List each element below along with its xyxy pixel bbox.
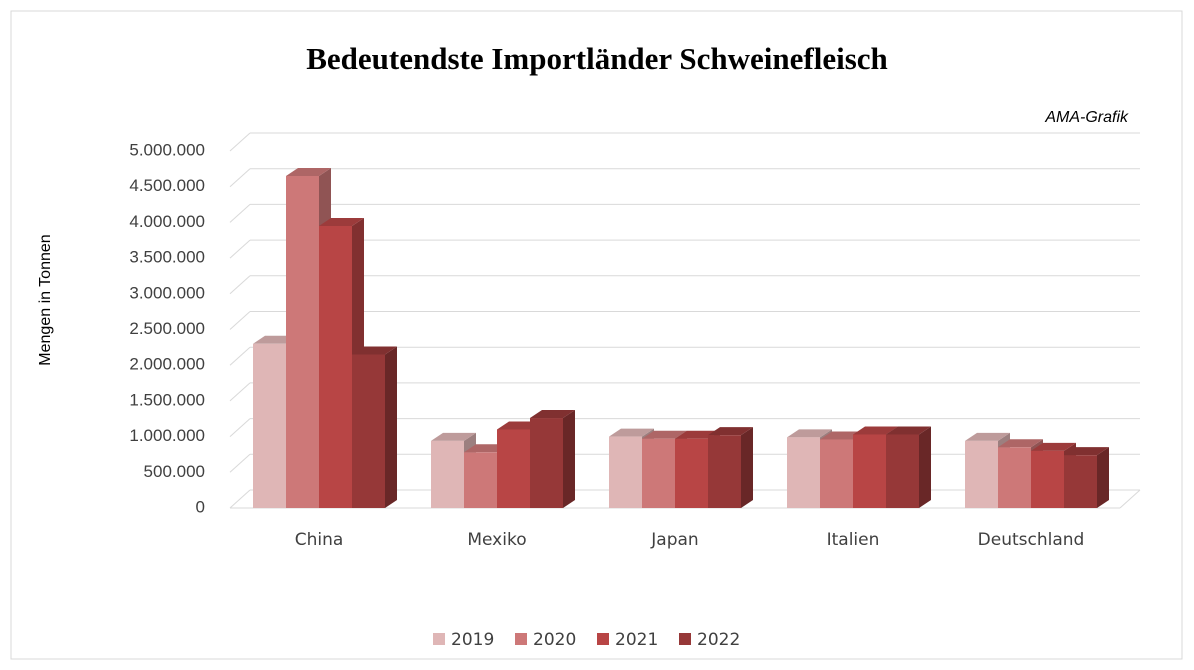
annotation: AMA-Grafik [1044, 109, 1129, 126]
bar-top [853, 426, 898, 435]
bar-top [352, 346, 397, 355]
bar [853, 434, 886, 508]
side-grid-line [229, 168, 251, 188]
bar-top [431, 432, 476, 441]
side-grid-line [229, 346, 251, 366]
bar-top [530, 410, 575, 419]
bar-side [741, 427, 753, 508]
y-tick-label: 1.000.000 [129, 426, 205, 445]
bar-side [1097, 447, 1109, 508]
y-axis-label: Mengen in Tonnen [37, 234, 54, 365]
bar [787, 437, 820, 508]
y-tick-label: 3.000.000 [129, 283, 205, 302]
bar-top [1031, 442, 1076, 451]
side-grid-line [229, 453, 251, 473]
y-tick-label: 0 [196, 497, 205, 516]
bar [642, 438, 675, 508]
side-grid-line [229, 382, 251, 402]
x-tick-label: China [295, 530, 344, 550]
bar-side [385, 346, 397, 508]
bar-side [919, 426, 931, 508]
bar-top [1064, 447, 1109, 456]
side-grid-line [229, 311, 251, 330]
legend-label: 2019 [451, 630, 494, 650]
x-tick-label: Mexiko [467, 530, 526, 550]
legend-label: 2020 [533, 630, 576, 650]
x-tick-label: Deutschland [978, 530, 1085, 550]
legend-swatch [679, 633, 691, 645]
y-tick-label: 3.500.000 [129, 248, 205, 267]
bar [675, 438, 708, 508]
bar-top [319, 217, 364, 226]
bar [609, 436, 642, 508]
y-tick-label: 5.000.000 [129, 140, 205, 159]
chart-frame [10, 10, 1183, 660]
bar [497, 429, 530, 508]
bar [286, 175, 319, 509]
y-tick-label: 2.000.000 [129, 355, 205, 374]
y-tick-label: 500.000 [144, 462, 205, 481]
bar [998, 447, 1031, 508]
bar [708, 435, 741, 508]
bar-top [609, 428, 654, 437]
legend-label: 2022 [697, 630, 740, 650]
bar [820, 439, 853, 508]
bar-top [998, 439, 1043, 448]
bar [886, 434, 919, 508]
bar [965, 440, 998, 508]
bar-top [642, 430, 687, 439]
x-tick-label: Italien [827, 530, 880, 550]
y-tick-label: 1.500.000 [129, 390, 205, 409]
bar [464, 452, 497, 508]
y-tick-label: 4.500.000 [129, 176, 205, 195]
legend-swatch [515, 633, 527, 645]
bar-top [708, 427, 753, 436]
bar [1031, 450, 1064, 508]
side-grid-line [229, 204, 251, 223]
side-grid-line [229, 132, 251, 152]
bar-top [787, 429, 832, 438]
bar [1064, 455, 1097, 508]
bar [530, 418, 563, 508]
y-tick-label: 4.000.000 [129, 212, 205, 231]
side-grid-line [229, 275, 251, 295]
bar-top [286, 167, 331, 176]
bar-side [563, 410, 575, 508]
side-grid-line [229, 489, 251, 509]
bar [352, 354, 385, 508]
bar-top [965, 432, 1010, 441]
side-grid-line [229, 239, 251, 259]
bar-top [886, 426, 931, 435]
bar [253, 343, 286, 508]
x-tick-label: Japan [650, 530, 698, 550]
legend-swatch [597, 633, 609, 645]
y-tick-label: 2.500.000 [129, 319, 205, 338]
side-grid-line [229, 418, 251, 437]
bar [431, 440, 464, 508]
bar [319, 225, 352, 508]
legend-swatch [433, 633, 445, 645]
floor-edge [1119, 489, 1141, 509]
chart-title: Bedeutendste Importländer Schweinefleisc… [306, 41, 888, 76]
legend-label: 2021 [615, 630, 658, 650]
